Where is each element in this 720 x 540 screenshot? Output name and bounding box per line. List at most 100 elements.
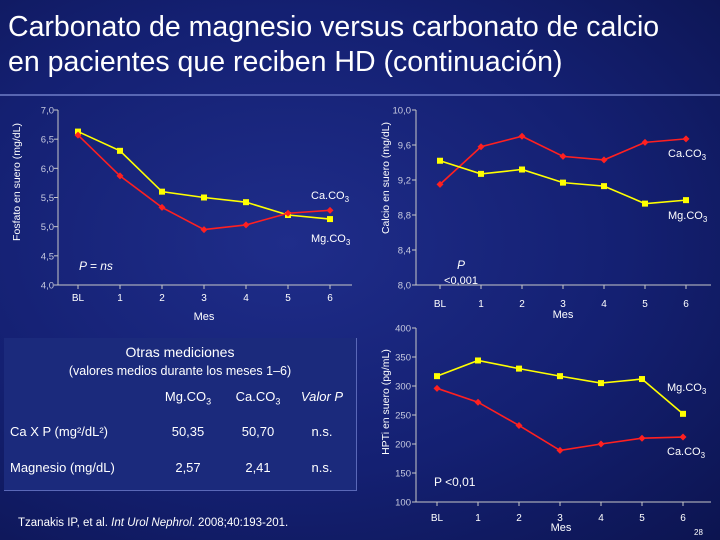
phosphate-point-ca: [284, 209, 292, 217]
pth-point-ca: [638, 434, 646, 442]
calcium-x-tick-label: 2: [519, 299, 525, 310]
calcium-series-label-mg: Mg.CO3: [668, 210, 708, 224]
phosphate-y-axis-label: Fosfato en suero (mg/dL): [11, 123, 23, 241]
row-label-magnesio: Magnesio (mg/dL): [10, 460, 115, 475]
pth-y-tick-label: 300: [395, 382, 411, 393]
phosphate-x-tick-label: 1: [117, 293, 123, 304]
pth-series-mg-line: [436, 359, 684, 415]
phosphate-y-tick-label: 6,0: [41, 164, 54, 175]
pth-series-label-mg: Mg.CO3: [667, 382, 707, 396]
calcium-p-annotation-value: <0,001: [444, 275, 478, 287]
calcium-y-axis-label: Calcio en suero (mg/dL): [380, 122, 392, 234]
phosphate-point-ca: [200, 226, 208, 234]
phosphate-point-mg: [243, 199, 249, 206]
calcium-x-tick-label: 5: [642, 299, 648, 310]
calcium-point-mg: [601, 183, 607, 190]
phosphate-y-tick-label: 7,0: [41, 106, 54, 117]
phosphate-series-mg-line: [77, 130, 331, 220]
pth-series-ca-line: [436, 387, 684, 452]
calcium-point-ca: [641, 138, 649, 146]
pth-y-tick-label: 400: [395, 324, 411, 335]
phosphate-y-tick-label: 4,0: [41, 281, 54, 292]
pth-x-tick-label: 4: [598, 513, 604, 524]
col-header-mg: Mg.CO3: [164, 389, 212, 407]
pth-point-ca: [679, 433, 687, 441]
calcium-x-axis-label: Mes: [553, 309, 574, 321]
cell-caxp-p: n.s.: [311, 424, 333, 439]
phosphate-point-mg: [117, 147, 123, 154]
phosphate-series-label-ca: Ca.CO3: [311, 190, 350, 204]
page-number: 28: [694, 528, 703, 537]
phosphate-y-tick-label: 6,5: [41, 135, 54, 146]
calcium-point-ca: [600, 156, 608, 164]
pth-chart: 100 150 200 250 300 350 400 BL 1 2 3 4 5 6 HPTi en sue…: [380, 324, 711, 534]
pth-point-mg: [598, 380, 604, 387]
pth-point-mg: [475, 357, 481, 364]
other-measurements-panel: Otras mediciones (valores medios durante…: [4, 338, 357, 491]
slide-title-line2: en pacientes que reciben HD (continuació…: [8, 46, 563, 78]
pth-y-tick-label: 250: [395, 411, 411, 422]
phosphate-point-ca: [242, 221, 250, 229]
phosphate-y-tick-label: 4,5: [41, 251, 54, 262]
calcium-x-tick-label: 3: [560, 299, 566, 310]
pth-point-ca: [515, 421, 523, 429]
calcium-chart: 8,0 8,4 8,8 9,2 9,6 10,0 BL 1 2 3 4 5 6 Calcio en sue…: [380, 106, 711, 321]
pth-y-axis-label: HPTi en suero (pg/mL): [380, 349, 392, 455]
calcium-point-ca: [477, 143, 485, 151]
cell-magnesio-p: n.s.: [311, 460, 333, 475]
cell-magnesio-ca: 2,41: [245, 460, 271, 475]
calcium-point-mg: [519, 166, 525, 173]
pth-point-mg: [516, 365, 522, 372]
calcium-point-ca: [518, 132, 526, 140]
calcium-point-mg: [478, 170, 484, 177]
phosphate-point-mg: [201, 194, 207, 201]
slide-title-line1: Carbonato de magnesio versus carbonato d…: [8, 11, 660, 43]
phosphate-x-axis-label: Mes: [194, 311, 215, 323]
pth-series-label-ca: Ca.CO3: [667, 446, 706, 460]
pth-point-ca: [556, 446, 564, 454]
pth-point-mg: [639, 376, 645, 383]
cell-magnesio-mg: 2,57: [175, 460, 201, 475]
calcium-point-mg: [683, 197, 689, 204]
phosphate-y-tick-label: 5,0: [41, 222, 54, 233]
pth-point-mg: [434, 373, 440, 380]
calcium-y-tick-label: 8,4: [398, 246, 411, 257]
cell-caxp-ca: 50,70: [241, 424, 275, 439]
calcium-x-tick-label: 6: [683, 299, 689, 310]
pth-y-tick-label: 150: [395, 469, 411, 480]
pth-x-tick-label: 3: [557, 513, 563, 524]
pth-x-tick-label: BL: [431, 513, 444, 524]
calcium-y-tick-label: 9,2: [398, 176, 411, 187]
pth-x-tick-label: 2: [516, 513, 522, 524]
phosphate-point-mg: [159, 188, 165, 195]
panel-subtitle: (valores medios durante los meses 1–6): [68, 364, 292, 378]
phosphate-point-mg: [327, 216, 333, 223]
calcium-point-mg: [642, 200, 648, 207]
title-divider: [0, 94, 720, 96]
pth-x-tick-label: 1: [475, 513, 481, 524]
phosphate-point-ca: [158, 203, 166, 211]
calcium-x-tick-label: BL: [434, 299, 447, 310]
pth-y-tick-label: 200: [395, 440, 411, 451]
citation: Tzanakis IP, et al. Int Urol Nephrol. 20…: [18, 517, 289, 529]
pth-p-annotation: P <0,01: [434, 475, 476, 489]
pth-point-mg: [680, 410, 686, 417]
phosphate-point-ca: [326, 206, 334, 214]
pth-point-ca: [433, 384, 441, 392]
panel-title: Otras mediciones: [125, 344, 235, 360]
col-header-p: Valor P: [300, 389, 344, 404]
slide-title: Carbonato de magnesio versus carbonato d…: [8, 10, 718, 80]
calcium-y-tick-label: 8,8: [398, 211, 411, 222]
phosphate-x-tick-label: 4: [243, 293, 249, 304]
phosphate-point-ca: [116, 172, 124, 180]
pth-point-ca: [597, 440, 605, 448]
row-label-caxp: Ca X P (mg²/dL²): [10, 424, 109, 439]
col-header-ca: Ca.CO3: [235, 389, 281, 407]
pth-y-tick-label: 100: [395, 498, 411, 509]
phosphate-p-annotation: P = ns: [79, 259, 113, 273]
phosphate-y-tick-label: 5,5: [41, 193, 54, 204]
calcium-x-tick-label: 4: [601, 299, 607, 310]
pth-point-ca: [474, 398, 482, 406]
calcium-point-mg: [437, 157, 443, 164]
